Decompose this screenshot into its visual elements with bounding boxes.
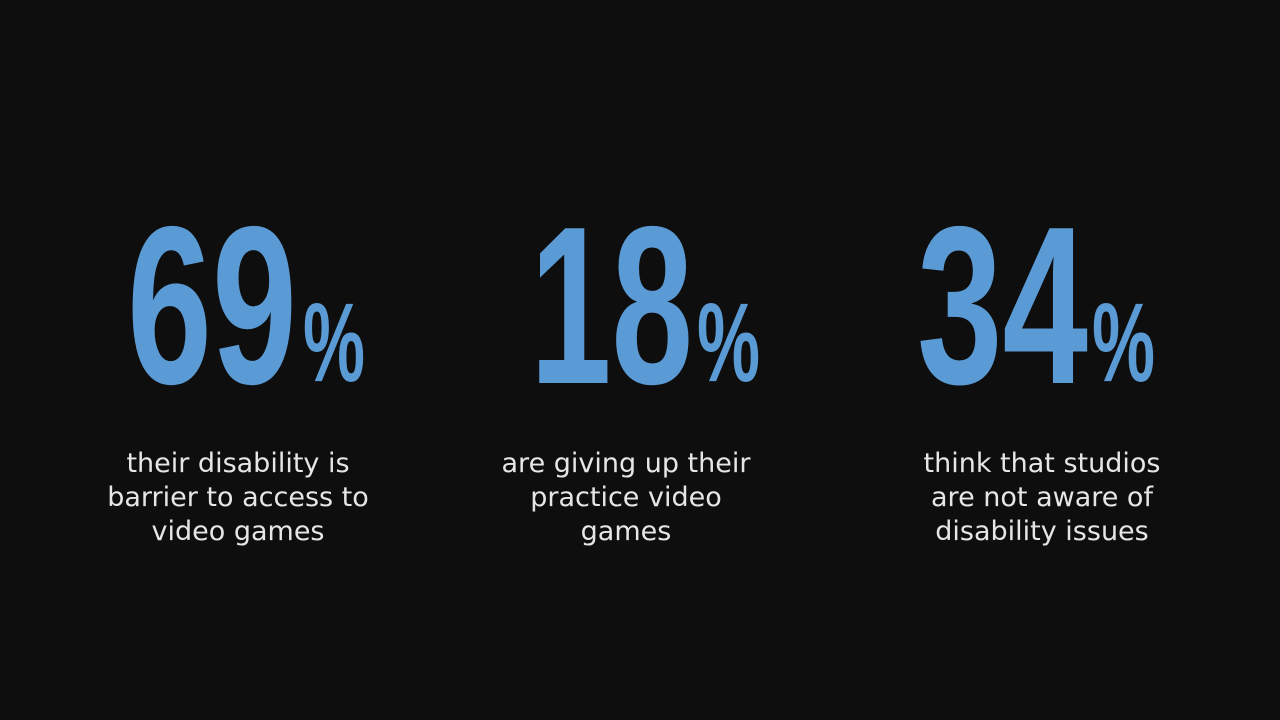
stat-caption: are not aware of <box>931 482 1154 513</box>
stat-value: 69 <box>127 179 297 431</box>
stat-caption: games <box>581 516 672 547</box>
stat-unit: % <box>1092 280 1155 405</box>
stat-value: 34 <box>917 179 1088 431</box>
stat-caption: think that studios <box>924 448 1161 479</box>
stat-unit: % <box>303 280 365 405</box>
stat-caption: their disability is <box>126 448 349 479</box>
stat-caption: video games <box>152 516 325 547</box>
stat-caption: disability issues <box>935 516 1148 547</box>
stat-caption: practice video <box>530 482 722 513</box>
stat-caption: barrier to access to <box>107 482 369 513</box>
stat-unit: % <box>697 280 760 405</box>
stat-caption: are giving up their <box>502 448 752 479</box>
stat-value: 18 <box>530 179 693 431</box>
